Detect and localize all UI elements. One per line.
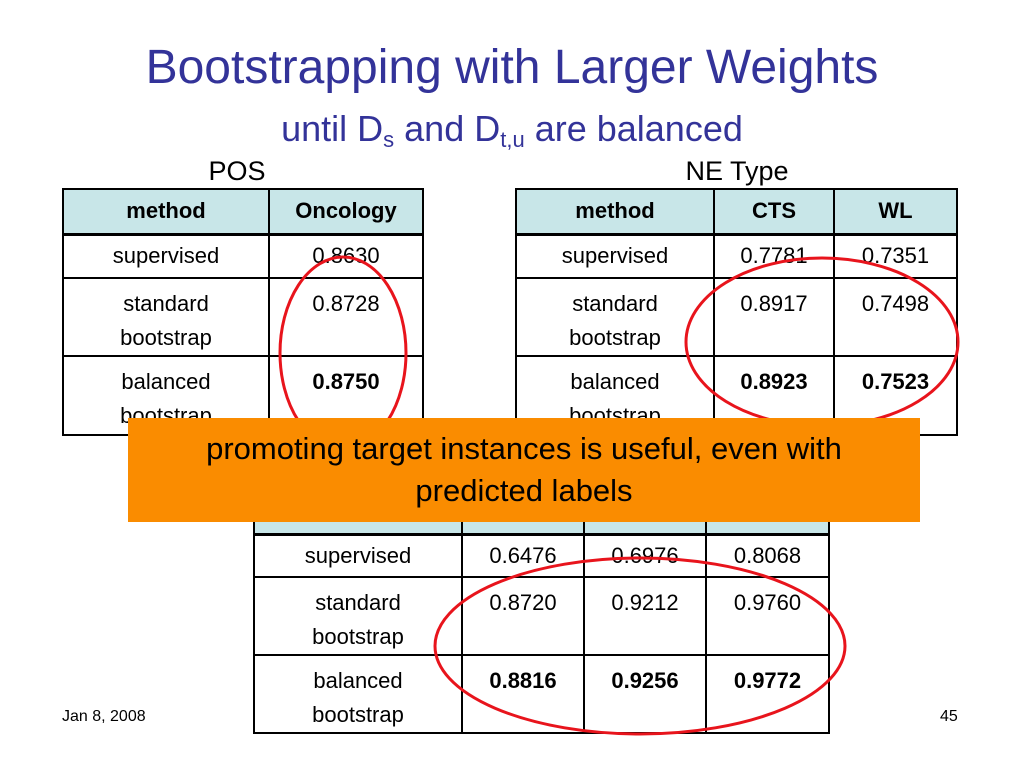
value-cell: 0.9256 xyxy=(583,654,707,734)
method-cell: supervised xyxy=(62,233,270,279)
cell-text: 0.9772 xyxy=(733,668,802,693)
cell-text: supervised xyxy=(561,243,669,269)
cell-text: standard bootstrap xyxy=(120,291,212,350)
table-row: balanced bootstrap 0.8816 0.9256 0.9772 xyxy=(253,654,830,734)
cell-text: 0.7523 xyxy=(861,369,930,394)
footer-date: Jan 8, 2008 xyxy=(62,708,146,725)
highlight-ellipse xyxy=(433,556,847,736)
table-row: supervised 0.7781 0.7351 xyxy=(515,233,958,279)
value-cell: 0.8068 xyxy=(705,533,830,578)
callout: promoting target instances is useful, ev… xyxy=(128,418,920,522)
slide-subtitle: until Ds and Dt,u are balanced xyxy=(0,108,1024,153)
data-table: supervised 0.6476 0.6976 0.8068 standard boo… xyxy=(253,490,830,734)
cell-text: 0.8720 xyxy=(489,590,557,615)
cell-text: 0.6476 xyxy=(489,542,557,568)
page-number: 45 xyxy=(940,708,958,725)
table-row: supervised 0.8630 xyxy=(62,233,424,279)
method-cell: supervised xyxy=(253,533,463,578)
value-cell: 0.9212 xyxy=(583,576,707,656)
header-cell: Oncology xyxy=(268,188,424,236)
cell-text: 0.8068 xyxy=(733,542,802,568)
table-label: NE Type xyxy=(685,156,789,186)
cell-text: 0.9256 xyxy=(611,668,679,693)
cell-text: 0.8923 xyxy=(740,369,808,394)
cell-text: balanced bootstrap xyxy=(312,668,404,727)
data-table: method Oncology supervised 0.8630 standard b… xyxy=(62,188,424,436)
cell-text: 0.9212 xyxy=(611,590,679,615)
cell-text: supervised xyxy=(112,243,220,269)
subtitle-text: and D xyxy=(394,108,501,149)
method-cell: standard bootstrap xyxy=(253,576,463,656)
value-cell: 0.9760 xyxy=(705,576,830,656)
cell-text: standard bootstrap xyxy=(569,291,661,350)
subtitle-subscript: s xyxy=(383,127,395,152)
header-cell: method xyxy=(62,188,270,236)
cell-text: 0.9760 xyxy=(733,590,802,615)
table-row: standard bootstrap 0.8917 0.7498 xyxy=(515,277,958,357)
cell-text: supervised xyxy=(304,542,412,568)
value-cell: 0.7498 xyxy=(833,277,958,357)
cell-text: 0.8728 xyxy=(312,291,380,316)
cell-text: 0.8750 xyxy=(312,369,380,394)
header-row: method CTS WL xyxy=(515,188,958,236)
value-cell: 0.6476 xyxy=(461,533,585,578)
subtitle-subscript: t,u xyxy=(500,127,525,152)
table-label: POS xyxy=(208,156,266,186)
cell-text: 0.8816 xyxy=(489,668,557,693)
value-cell: 0.8917 xyxy=(713,277,835,357)
value-cell: 0.7351 xyxy=(833,233,958,279)
cell-text: 0.8917 xyxy=(740,291,808,316)
header-cell: method xyxy=(515,188,715,236)
method-cell: standard bootstrap xyxy=(62,277,270,357)
value-cell: 0.6976 xyxy=(583,533,707,578)
value-cell: 0.8816 xyxy=(461,654,585,734)
header-cell: CTS xyxy=(713,188,835,236)
cell-text: standard bootstrap xyxy=(312,590,404,649)
subtitle-text: until D xyxy=(281,108,384,149)
value-cell: 0.7781 xyxy=(713,233,835,279)
method-cell: standard bootstrap xyxy=(515,277,715,357)
slide-title: Bootstrapping with Larger Weights xyxy=(145,41,879,94)
table-row: standard bootstrap 0.8720 0.9212 0.9760 xyxy=(253,576,830,656)
header-row: method Oncology xyxy=(62,188,424,236)
cell-text: 0.6976 xyxy=(611,542,679,568)
method-cell: supervised xyxy=(515,233,715,279)
subtitle-text: are balanced xyxy=(524,108,743,149)
highlight-ellipse xyxy=(684,256,960,428)
method-cell: balanced bootstrap xyxy=(253,654,463,734)
cell-text: 0.7498 xyxy=(861,291,930,316)
table-row: supervised 0.6476 0.6976 0.8068 xyxy=(253,533,830,578)
header-cell: WL xyxy=(833,188,958,236)
